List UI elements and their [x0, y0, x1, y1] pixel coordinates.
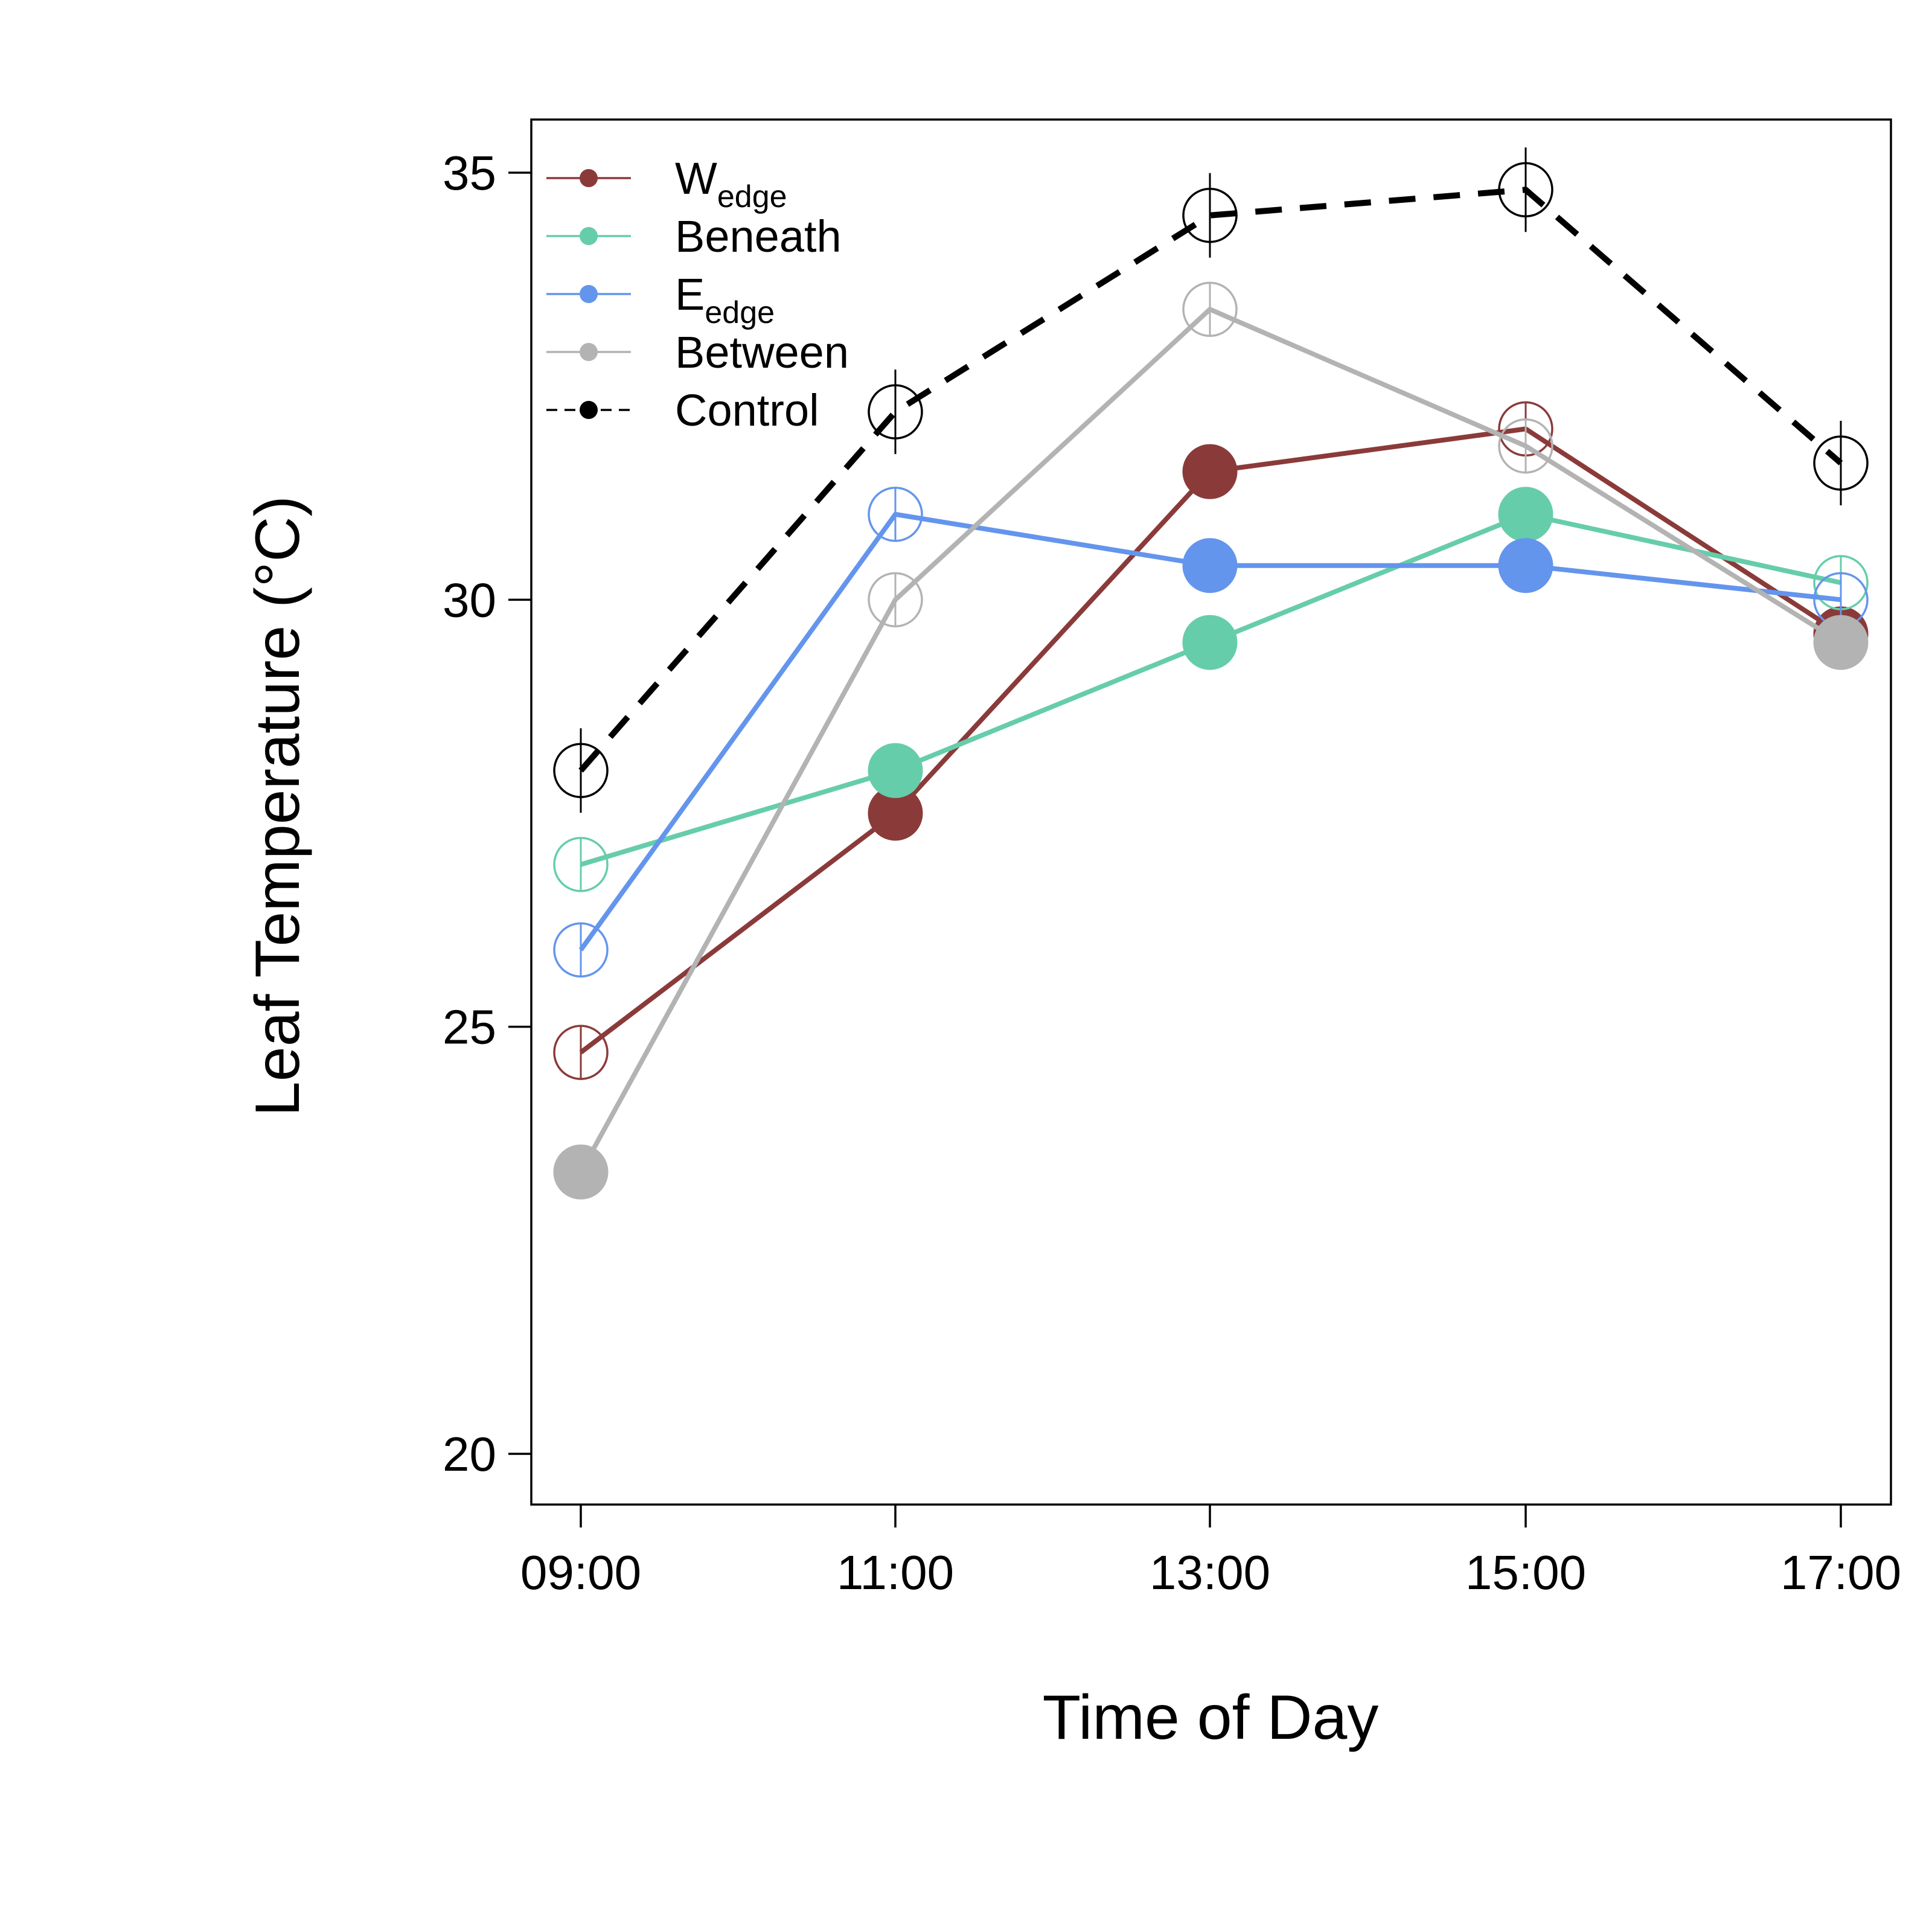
legend-marker	[580, 285, 598, 303]
y-tick-label: 35	[443, 146, 496, 200]
legend-entry: Control	[546, 385, 819, 435]
legend-marker	[580, 343, 598, 361]
series-line	[578, 187, 1843, 773]
data-point	[1498, 487, 1553, 542]
data-point	[1182, 187, 1238, 243]
y-tick-label: 20	[443, 1427, 496, 1481]
data-point	[1498, 162, 1553, 218]
data-point	[868, 743, 923, 798]
data-point	[1498, 538, 1553, 593]
data-point	[1182, 281, 1238, 337]
series-eedge	[553, 487, 1869, 978]
data-point	[553, 922, 609, 978]
series-line	[578, 307, 1843, 1174]
legend-label: Eedge	[675, 269, 775, 330]
data-point	[868, 572, 923, 628]
data-point	[1182, 615, 1238, 670]
data-point	[553, 837, 609, 892]
x-tick-label: 17:00	[1780, 1546, 1901, 1599]
legend-marker	[580, 169, 598, 187]
x-tick-label: 11:00	[837, 1546, 954, 1599]
data-point	[553, 743, 609, 799]
y-tick-label: 25	[443, 1000, 496, 1054]
legend-entry: Beneath	[546, 211, 842, 261]
legend-entry: Wedge	[546, 153, 787, 214]
data-point	[868, 384, 923, 440]
data-point	[1498, 418, 1553, 474]
data-point	[1813, 435, 1869, 491]
x-tick-label: 15:00	[1465, 1546, 1586, 1599]
series-control	[553, 147, 1869, 813]
legend-label: Wedge	[675, 153, 787, 214]
legend-label: Between	[675, 327, 849, 377]
plot-frame	[530, 118, 1892, 1506]
legend-entry: Eedge	[546, 269, 775, 330]
series-wedge	[553, 401, 1869, 1080]
legend-marker	[580, 227, 598, 245]
legend-label-subscript: edge	[705, 295, 775, 330]
data-point	[553, 1025, 609, 1080]
series-between	[553, 281, 1869, 1200]
legend-label-subscript: edge	[717, 179, 787, 214]
data-point	[553, 1144, 609, 1200]
legend-label: Beneath	[675, 211, 842, 261]
y-tick-label: 30	[443, 573, 496, 627]
x-axis-title: Time of Day	[1043, 1683, 1379, 1753]
series-beneath	[553, 487, 1869, 892]
data-point	[1813, 615, 1869, 670]
legend-entry: Between	[546, 327, 849, 377]
legend-marker	[580, 401, 598, 419]
x-tick-label: 09:00	[520, 1546, 641, 1599]
legend-label: Control	[675, 385, 819, 435]
plot-area: 20 25 30 35 09:00 11:00 13:00 15:00 17:00	[443, 118, 1901, 1599]
data-point	[868, 487, 923, 542]
data-point	[1182, 538, 1238, 593]
data-point	[1182, 444, 1238, 499]
x-tick-label: 13:00	[1150, 1546, 1270, 1599]
y-axis-title: Leaf Temperature (°C)	[243, 496, 313, 1116]
